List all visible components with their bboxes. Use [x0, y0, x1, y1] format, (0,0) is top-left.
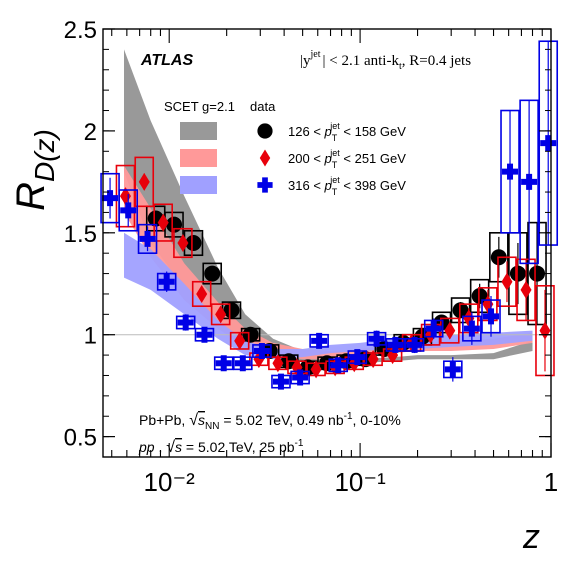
data-point [502, 163, 519, 180]
data-point [204, 265, 221, 282]
data-point [196, 284, 208, 303]
data-point [138, 172, 150, 191]
plot-frame [102, 28, 552, 458]
legend-marker [259, 149, 271, 167]
data-point [272, 354, 284, 373]
data-point [234, 331, 246, 350]
sys-box [420, 323, 441, 346]
y-axis-label: RD(z) [9, 129, 60, 211]
sys-box [478, 287, 498, 322]
y-tick-label: 1 [84, 323, 97, 350]
data-point [223, 302, 240, 319]
jet-selection-text: |yjet | < 2.1 anti-kt, R=0.4 jets [300, 49, 471, 72]
data-point [387, 336, 404, 353]
legend-rows: 126 < pTjet < 158 GeV 200 < pTjet < 251 G… [180, 121, 406, 197]
data-point [158, 273, 175, 290]
data-point [177, 234, 189, 252]
legend-band-swatch [180, 176, 217, 194]
data-point [425, 320, 442, 337]
sys-box [134, 156, 155, 208]
data-point [177, 314, 194, 331]
data-point [509, 265, 526, 282]
axis-ticks: 0.5 1 1.5 2 2.5 10⁻² 10⁻¹ 1 [64, 17, 559, 497]
data-point [520, 280, 532, 299]
data-point [185, 235, 202, 251]
sys-box [535, 284, 555, 377]
legend-row-3: 316 < pTjet < 398 GeV [180, 175, 406, 197]
legend-marker [257, 123, 273, 139]
legend-band-swatch [180, 122, 217, 140]
data-point [463, 320, 480, 337]
y-tick-label: 0.5 [64, 425, 97, 452]
legend-row-2: 200 < pTjet < 251 GeV [180, 148, 406, 170]
data-point [215, 305, 227, 324]
data-point [215, 355, 232, 372]
x-tick-label: 1 [544, 467, 558, 497]
sys-box [458, 303, 479, 334]
y-tick-label: 1.5 [64, 221, 97, 248]
theory-band-3 [124, 232, 533, 360]
data-point [406, 336, 423, 353]
data-point [310, 360, 322, 379]
legend-label: 316 < pTjet < 398 GeV [288, 175, 406, 197]
sys-box [191, 280, 212, 307]
data-points [100, 40, 559, 390]
x-tick-label: 10⁻¹ [334, 467, 386, 497]
data-point [367, 350, 379, 369]
data-point [349, 349, 366, 366]
data-point [139, 230, 156, 247]
legend-row-1: 126 < pTjet < 158 GeV [180, 121, 406, 143]
x-tick-label: 10⁻² [144, 467, 196, 497]
data-point [521, 173, 538, 190]
legend-label: 200 < pTjet < 251 GeV [288, 148, 406, 170]
pbpb-info-text: Pb+Pb, √sNN = 5.02 TeV, 0.49 nb-1, 0-10% [139, 411, 401, 432]
data-point [196, 326, 213, 343]
data-point [501, 272, 513, 291]
data-point [292, 369, 309, 386]
legend-marker [257, 177, 273, 193]
sys-box [173, 227, 193, 259]
data-point [444, 361, 461, 378]
pp-info-text: pp , √s = 5.02 TeV, 25 pb-1 [138, 438, 304, 456]
data-point [272, 373, 289, 390]
data-point [529, 265, 546, 282]
sys-box [210, 303, 231, 326]
legend-band-swatch [180, 149, 217, 167]
data-point [483, 308, 500, 325]
data-point [157, 213, 169, 232]
data-point [540, 135, 557, 152]
data-point [330, 357, 347, 374]
sys-box [153, 203, 173, 242]
data-point [102, 190, 119, 207]
legend-label: 126 < pTjet < 158 GeV [288, 121, 406, 143]
legend-model-header: SCET g=2.1 [164, 99, 235, 114]
legend: SCET g=2.1 data 126 < pTjet < 158 GeV 200… [164, 99, 406, 197]
legend-data-header: data [250, 99, 276, 114]
data-point [368, 330, 385, 347]
data-point [242, 326, 259, 343]
y-tick-label: 2.5 [64, 17, 97, 44]
data-point [444, 321, 456, 340]
series-3 [100, 40, 559, 390]
y-tick-label: 2 [84, 119, 97, 146]
data-point [120, 202, 137, 219]
data-point [311, 332, 328, 349]
data-point [253, 343, 270, 360]
x-axis-label: z [522, 518, 540, 556]
sys-box [137, 223, 158, 254]
sys-box [202, 262, 223, 285]
sys-box [118, 189, 139, 232]
sys-box [497, 256, 517, 307]
experiment-label: ATLAS [140, 52, 193, 69]
data-point [234, 355, 251, 372]
theory-band-1 [124, 49, 533, 364]
